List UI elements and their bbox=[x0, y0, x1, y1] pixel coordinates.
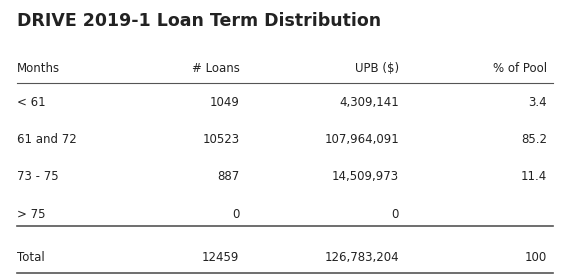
Text: 0: 0 bbox=[392, 208, 399, 221]
Text: 3.4: 3.4 bbox=[528, 96, 547, 109]
Text: # Loans: # Loans bbox=[192, 62, 239, 75]
Text: 12459: 12459 bbox=[202, 251, 239, 264]
Text: 107,964,091: 107,964,091 bbox=[324, 133, 399, 146]
Text: % of Pool: % of Pool bbox=[493, 62, 547, 75]
Text: Months: Months bbox=[17, 62, 60, 75]
Text: > 75: > 75 bbox=[17, 208, 46, 221]
Text: UPB ($): UPB ($) bbox=[355, 62, 399, 75]
Text: 10523: 10523 bbox=[202, 133, 239, 146]
Text: 11.4: 11.4 bbox=[521, 170, 547, 183]
Text: 887: 887 bbox=[217, 170, 239, 183]
Text: 73 - 75: 73 - 75 bbox=[17, 170, 59, 183]
Text: 0: 0 bbox=[232, 208, 239, 221]
Text: 126,783,204: 126,783,204 bbox=[324, 251, 399, 264]
Text: DRIVE 2019-1 Loan Term Distribution: DRIVE 2019-1 Loan Term Distribution bbox=[17, 12, 381, 30]
Text: 85.2: 85.2 bbox=[521, 133, 547, 146]
Text: 61 and 72: 61 and 72 bbox=[17, 133, 77, 146]
Text: 14,509,973: 14,509,973 bbox=[332, 170, 399, 183]
Text: < 61: < 61 bbox=[17, 96, 46, 109]
Text: 4,309,141: 4,309,141 bbox=[339, 96, 399, 109]
Text: 1049: 1049 bbox=[210, 96, 239, 109]
Text: Total: Total bbox=[17, 251, 45, 264]
Text: 100: 100 bbox=[525, 251, 547, 264]
